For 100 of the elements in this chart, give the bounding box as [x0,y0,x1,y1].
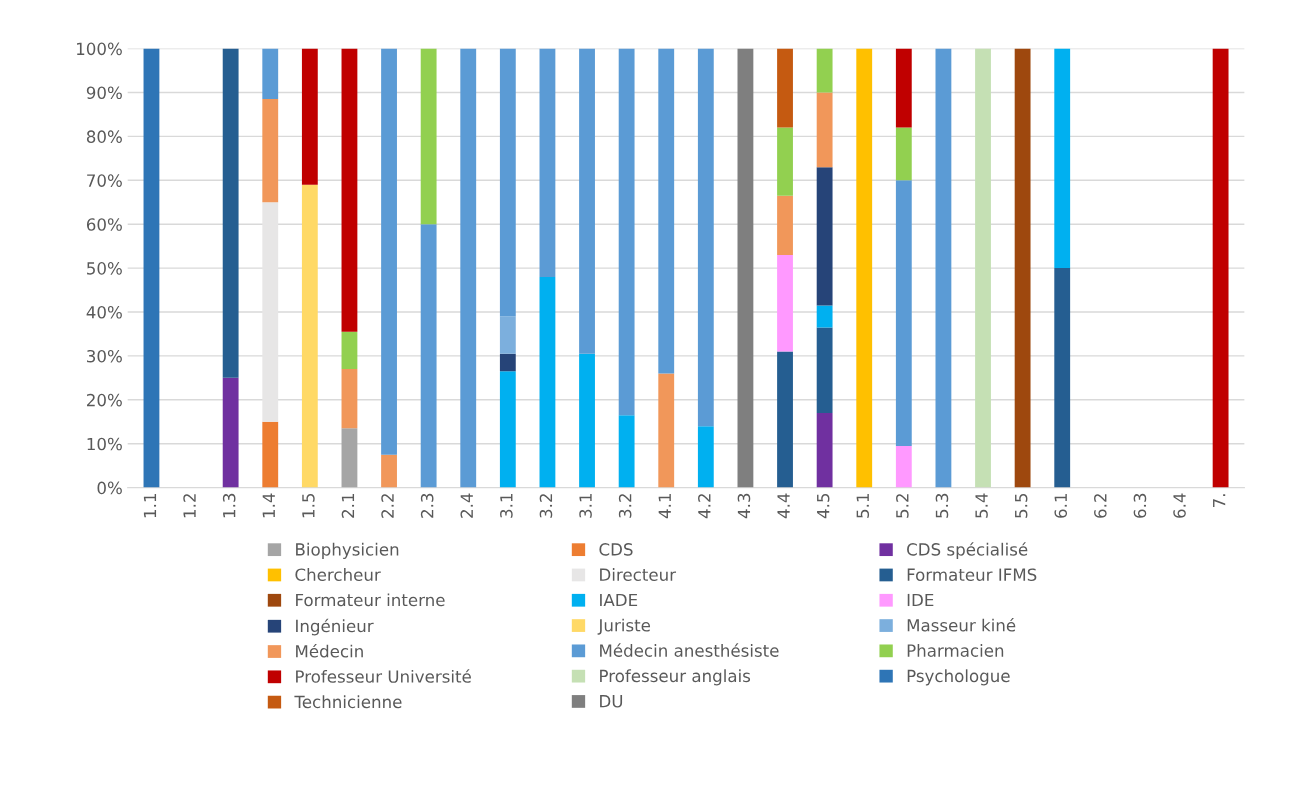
legend-label: Chercheur [295,568,381,581]
x-tick-label: 2.3 [420,493,434,518]
x-tick-label: 7. [1213,494,1226,508]
bar [658,373,675,488]
x-tick-label: 6.3 [1133,493,1147,518]
x-tick-label: 1.5 [302,493,315,518]
bar [381,48,397,455]
bar [1054,268,1071,488]
bar [816,412,833,488]
x-tick-label: 1.3 [222,493,236,518]
bar [301,48,318,185]
x-tick-label: 6.4 [1173,493,1186,518]
bar [895,48,912,128]
bar [816,167,833,306]
bar [777,254,793,352]
bar [539,276,556,488]
bar [1054,48,1071,269]
y-tick-label: 30% [87,349,122,363]
x-tick-label: 5.2 [896,494,909,518]
x-tick-label: 2.4 [460,493,473,518]
bar [1014,48,1031,488]
bar [895,445,912,488]
bar [777,48,793,128]
y-tick-label: 60% [86,218,122,231]
x-tick-label: 6.2 [1094,494,1107,518]
x-tick-label: 5.5 [1015,493,1028,518]
bar [341,428,358,488]
bar [856,48,873,488]
bar [658,48,675,374]
x-tick-label: 5.1 [856,494,870,518]
bar [618,415,635,488]
legend-label: Formateur interne [296,593,445,607]
legend-label: Médecin [296,643,363,658]
bar [420,48,437,225]
bar [1212,48,1229,488]
x-tick-label: 3.1 [500,494,513,518]
x-tick-label: 4.5 [817,493,830,519]
bar [262,99,279,203]
legend-label: Masseur kiné [907,618,1016,632]
legend-label: Professeur anglais [600,669,751,686]
x-tick-label: 3.2 [618,494,632,518]
x-tick-label: 4.2 [698,494,711,519]
legend-label: Biophysicien [296,542,399,559]
legend-label: Médecin anesthésiste [600,643,779,657]
x-tick-label: 4.1 [658,494,671,519]
bar [341,331,358,370]
bar [262,421,279,488]
bar [975,48,991,488]
x-tick-label: 1.1 [143,494,157,518]
x-tick-label: 3.1 [579,494,592,518]
bar [460,48,477,488]
x-tick-label: 1.2 [183,494,196,518]
y-tick-label: 40% [86,305,122,319]
bar [143,48,160,488]
bar [222,48,239,378]
bar [777,351,793,488]
bar [618,48,635,416]
x-tick-label: 4.4 [777,493,790,519]
legend-label: Directeur [600,568,677,581]
bar [935,48,952,488]
bar [262,48,279,100]
y-tick-label: 90% [86,86,122,100]
bar [697,48,714,427]
legend-label: CDS spécialisé [907,542,1028,559]
legend-label: Technicienne [294,695,402,709]
bar [539,48,556,277]
bar [737,48,754,488]
legend-label: Professeur Université [296,669,471,683]
bar [816,92,833,168]
bar [420,224,437,488]
y-tick-label: 50% [87,262,122,275]
bar [579,48,595,354]
y-tick-label: 80% [86,130,122,143]
bar [499,48,516,317]
legend-label: Psychologue [907,669,1010,686]
legend-label: DU [600,695,623,708]
x-tick-label: 6.1 [1054,494,1068,518]
legend-label: IADE [600,593,638,607]
x-tick-label: 2.2 [381,494,394,518]
bar [895,127,912,181]
y-tick-label: 10% [87,437,122,451]
bar [341,48,358,332]
y-tick-label: 70% [87,174,122,187]
bar [777,195,793,255]
y-tick-label: 0% [97,481,122,495]
bar [579,353,595,488]
bar [499,353,516,372]
bar [499,316,516,354]
legend-label: Pharmacien [907,643,1004,657]
bar [341,369,358,429]
bar [222,377,239,488]
bar [895,180,912,446]
bar [499,371,516,488]
bar [816,327,833,413]
x-tick-label: 3.2 [539,494,553,518]
bar [381,454,397,488]
x-tick-label: 5.4 [975,493,988,518]
bar [262,202,279,422]
bar [777,127,793,196]
x-tick-label: 2.1 [341,494,355,518]
